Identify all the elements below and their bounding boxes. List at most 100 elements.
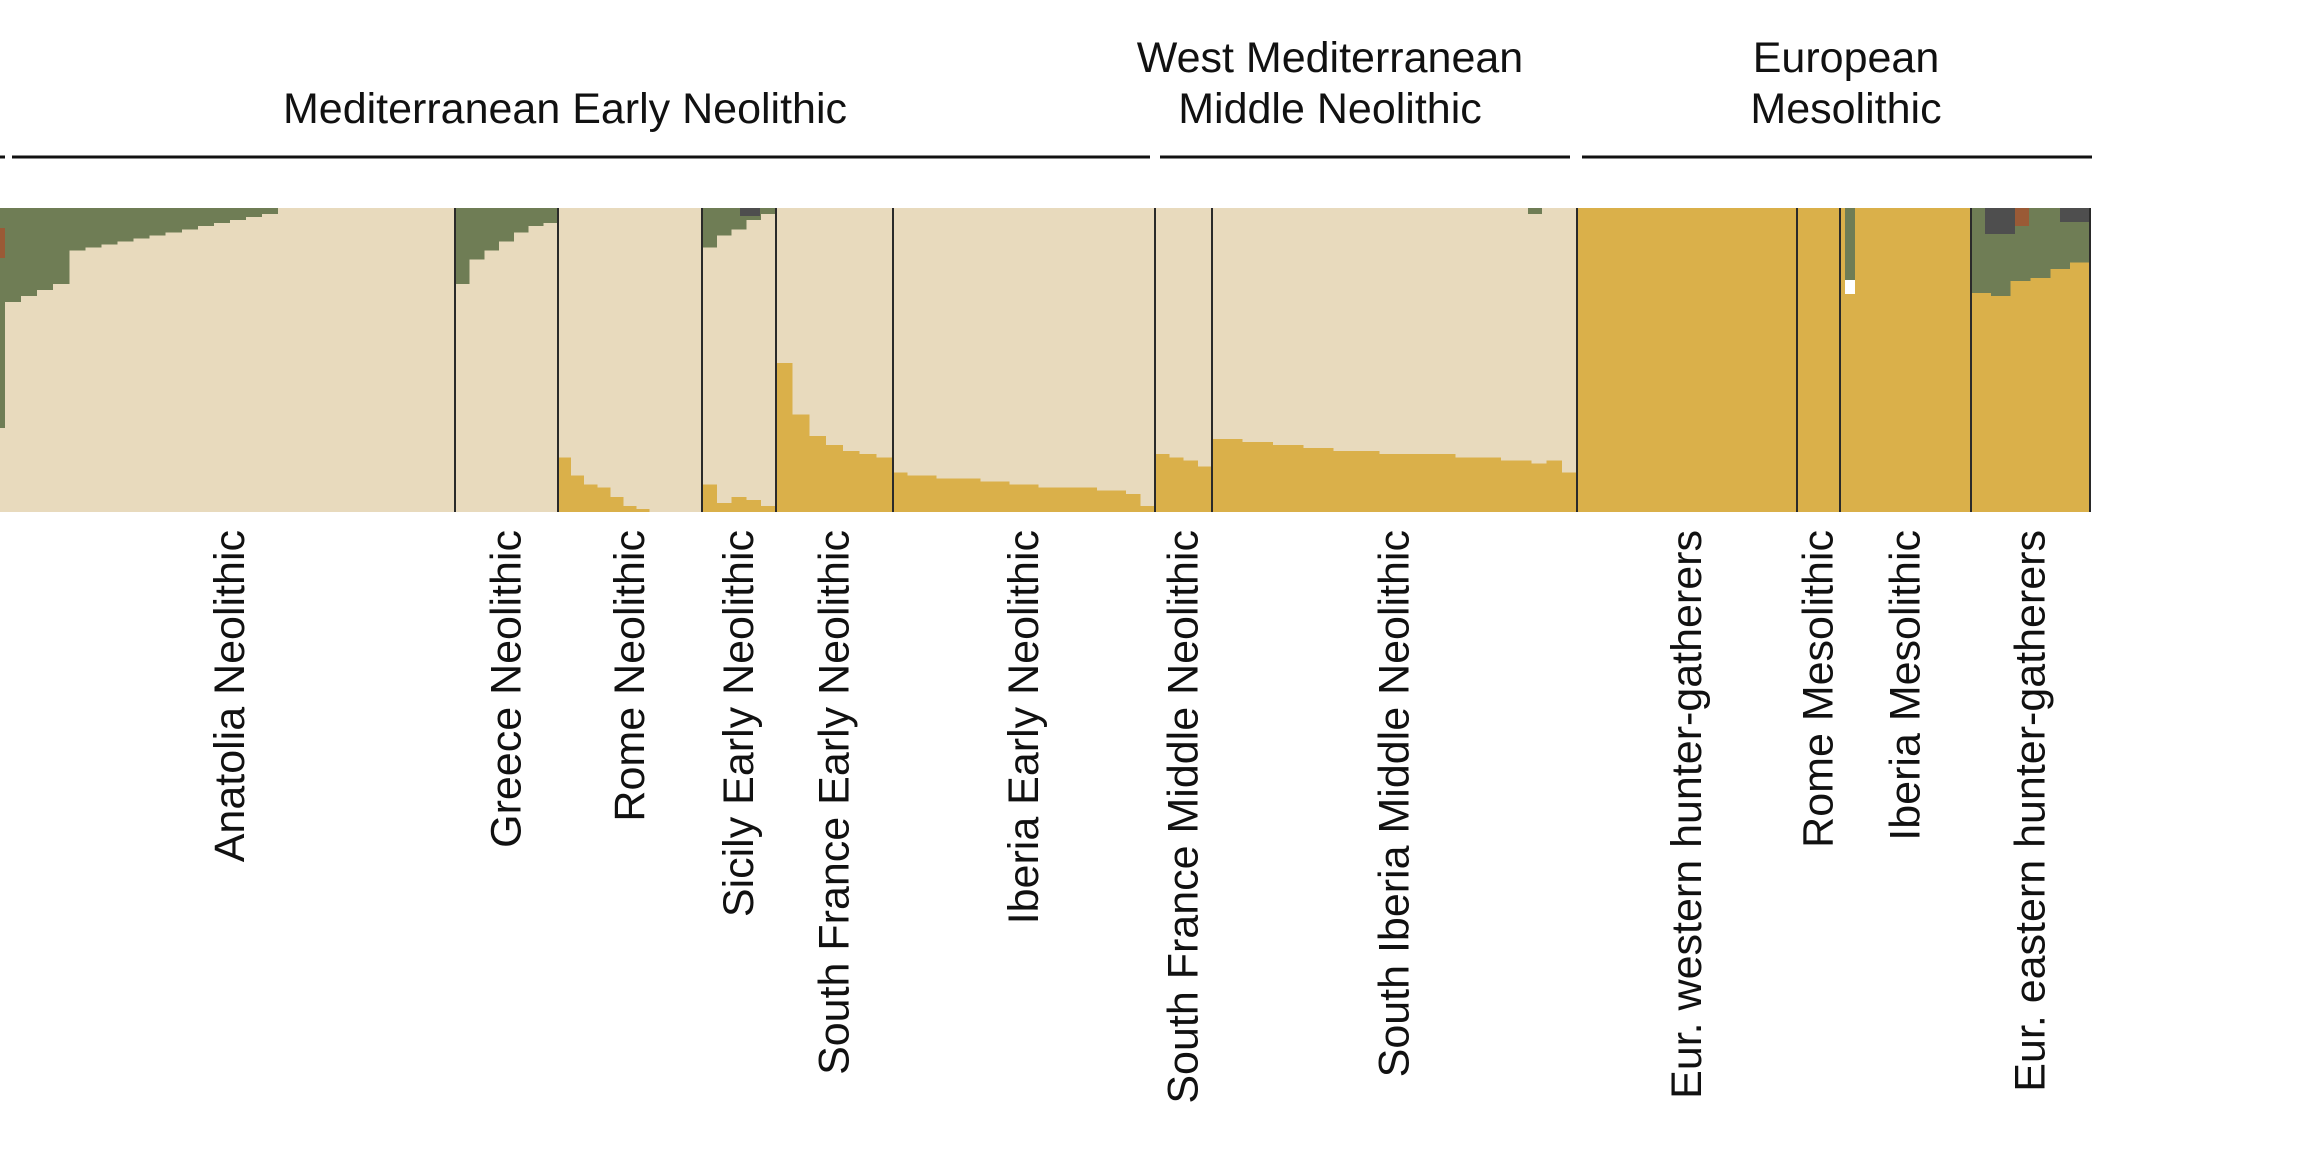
population-labels: Anatolia Neolithic Greece Neolithic Rome N…	[206, 530, 2055, 1104]
bar-segment-gold	[1227, 439, 1244, 512]
population-label: Greece Neolithic	[483, 530, 531, 848]
group-label-european-line2: Mesolithic	[1750, 85, 1941, 133]
bar-segment-neolithic	[1348, 208, 1365, 512]
bar-segment-gold	[1760, 208, 1780, 512]
population-label: Rome Mesolithic	[1795, 530, 1843, 848]
bar-segment-gold	[1169, 457, 1185, 512]
population-label: Eur. eastern hunter-gatherers	[2007, 530, 2055, 1092]
bar-segment-gold	[1485, 457, 1502, 512]
bar-segment-gold	[1811, 208, 1827, 512]
bar-segment-gold	[1038, 487, 1054, 512]
bar-segment-neolithic	[342, 208, 360, 512]
bar-segment-neolithic	[1470, 208, 1487, 512]
bar-segment-neolithic	[1183, 208, 1199, 512]
bar-segment-gold	[1257, 442, 1274, 512]
bar-segment-gold	[876, 457, 894, 512]
bar-segment-neolithic	[406, 208, 424, 512]
bar-segment-gold	[716, 502, 733, 512]
bar-segment-neolithic	[1155, 208, 1170, 512]
bar-segment-neolithic	[1067, 208, 1083, 512]
bar-segment-gold	[1379, 454, 1396, 512]
bar-segment-gold	[610, 496, 625, 512]
bar-detail-green	[1528, 208, 1542, 214]
bar-segment-neolithic	[610, 208, 625, 512]
bar-segment-neolithic	[1024, 208, 1040, 512]
bar-segment-gold	[792, 414, 811, 512]
bar-segment-neolithic	[1379, 208, 1396, 512]
bar-segment-neolithic	[826, 208, 844, 512]
bar-segment-green	[761, 208, 777, 215]
bar-segment-gold	[1053, 487, 1069, 512]
bar-segment-neolithic	[294, 208, 311, 512]
bar-segment-neolithic	[1111, 208, 1127, 512]
bar-segment-neolithic	[213, 208, 231, 512]
bar-segment-neolithic	[1140, 208, 1156, 512]
bar-segment-green	[716, 208, 733, 236]
bar-segment-gold	[1348, 451, 1365, 512]
bar-segment-gold	[842, 451, 861, 512]
bar-segment-neolithic	[1531, 208, 1548, 512]
bar-segment-gold	[1333, 451, 1350, 512]
bar-segment-gold	[1303, 448, 1320, 512]
bar-segment-gold	[951, 478, 967, 512]
bar-segment-green	[37, 208, 54, 291]
bar-segment-gold	[1705, 208, 1725, 512]
bar-segment-gold	[1242, 442, 1259, 512]
bar-segment-gold	[1455, 457, 1472, 512]
bar-segment-gold	[1288, 445, 1304, 512]
bar-segment-neolithic	[649, 208, 664, 512]
admixture-bars	[0, 208, 2091, 512]
bar-segment-gold	[1577, 208, 1596, 512]
bar-segment-neolithic	[716, 208, 733, 512]
bar-segment-neolithic	[623, 208, 638, 512]
bar-segment-green	[2050, 208, 2071, 269]
bar-segment-neolithic	[761, 208, 777, 512]
bar-segment-gold	[1872, 208, 1890, 512]
bar-segment-gold	[1140, 505, 1156, 512]
bar-segment-green	[702, 208, 718, 248]
bar-segment-neolithic	[278, 208, 295, 512]
bar-segment-neolithic	[951, 208, 967, 512]
bar-segment-gold	[1650, 208, 1670, 512]
population-label: South France Middle Neolithic	[1160, 530, 1208, 1104]
bar-segment-neolithic	[165, 208, 183, 512]
bar-segment-neolithic	[484, 208, 500, 512]
bar-segment-neolithic	[702, 208, 718, 512]
bar-segment-neolithic	[1288, 208, 1304, 512]
bar-segment-gold	[1742, 208, 1761, 512]
bar-segment-gold	[1546, 460, 1563, 512]
bar-segment-gold	[746, 499, 762, 512]
bar-segment-green	[197, 208, 215, 227]
bar-segment-gold	[1561, 472, 1578, 512]
bar-segment-neolithic	[1394, 208, 1411, 512]
bar-segment-neolithic	[390, 208, 408, 512]
bar-segment-green	[165, 208, 183, 233]
bar-segment-green	[85, 208, 103, 248]
bar-segment-green	[455, 208, 471, 284]
group-label-west-med-line2: Middle Neolithic	[1178, 85, 1482, 133]
bar-segment-neolithic	[922, 208, 938, 512]
bar-segment-gold	[2030, 277, 2051, 512]
bar-segment-neolithic	[1169, 208, 1185, 512]
bar-segment-green	[149, 208, 167, 236]
bar-segment-gold	[2050, 268, 2071, 512]
bar-segment-green	[53, 208, 70, 284]
bar-segment-gold	[2070, 262, 2091, 512]
bar-segment-gold	[809, 436, 827, 512]
bar-segment-green	[528, 208, 544, 227]
bar-segment-green	[2030, 208, 2051, 278]
bar-segment-gold	[1155, 454, 1170, 512]
bar-segment-neolithic	[1561, 208, 1578, 512]
bar-segment-neolithic	[893, 208, 909, 512]
bar-segment-gold	[1687, 208, 1706, 512]
bar-segment-neolithic	[688, 208, 703, 512]
bar-segment-gold	[1632, 208, 1651, 512]
bar-segment-gold	[702, 484, 718, 512]
bar-segment-gold	[922, 475, 938, 512]
bar-segment-neolithic	[101, 208, 119, 512]
bar-segment-neolithic	[230, 208, 247, 512]
bar-segment-neolithic	[675, 208, 690, 512]
bar-segment-green	[499, 208, 515, 242]
bar-segment-neolithic	[1096, 208, 1112, 512]
bar-segment-neolithic	[746, 208, 762, 512]
